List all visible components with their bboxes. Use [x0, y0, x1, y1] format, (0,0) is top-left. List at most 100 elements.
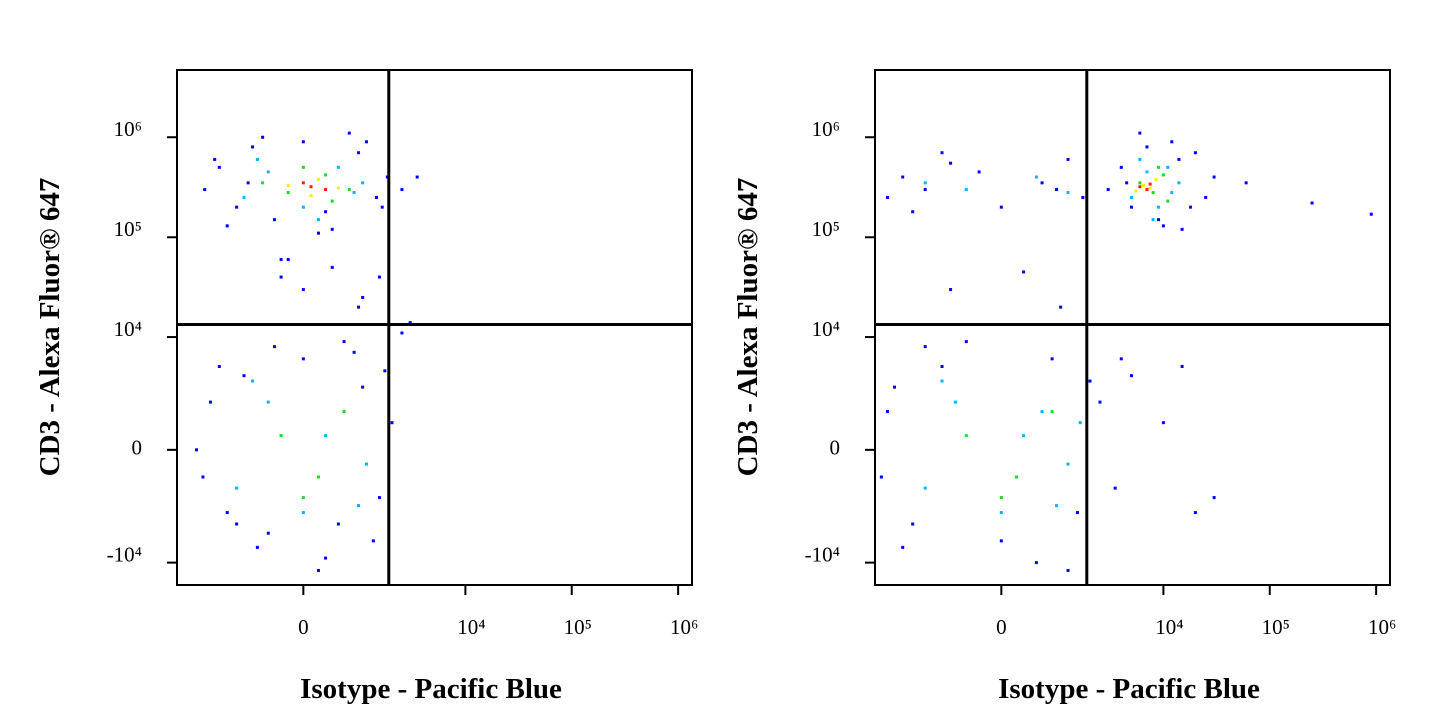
event-point — [383, 369, 387, 373]
event-point — [964, 434, 968, 438]
event-point — [1148, 186, 1152, 190]
event-point — [940, 379, 944, 383]
event-point — [1161, 173, 1165, 177]
event-point — [330, 199, 334, 203]
y-tick-label: 0 — [132, 436, 143, 460]
event-point — [1075, 511, 1079, 515]
event-point — [408, 321, 412, 325]
event-point — [301, 511, 305, 515]
event-point — [309, 185, 313, 189]
event-point — [1066, 157, 1070, 161]
x-axis-title: Isotype - Pacific Blue — [998, 673, 1260, 705]
event-point — [1066, 462, 1070, 466]
y-axis-title: CD3 - Alexa Fluor® 647 — [732, 178, 764, 477]
event-point — [1098, 400, 1102, 404]
event-point — [279, 275, 283, 279]
event-point — [272, 218, 276, 222]
event-point — [1189, 205, 1193, 209]
event-point — [999, 205, 1003, 209]
event-point — [342, 410, 346, 414]
event-point — [892, 385, 896, 389]
event-point — [415, 175, 419, 179]
event-point — [357, 305, 361, 309]
event-point — [1151, 218, 1155, 222]
event-point — [1204, 195, 1208, 199]
event-point — [261, 181, 265, 185]
event-point — [901, 175, 905, 179]
y-tick-label: 10⁵ — [114, 217, 142, 241]
event-point — [217, 364, 221, 368]
event-point — [1138, 157, 1142, 161]
event-point — [1129, 205, 1133, 209]
event-point — [286, 257, 290, 261]
event-point — [1369, 212, 1373, 216]
event-point — [194, 448, 198, 452]
panel: 0 10⁴ 10⁵ 10⁶ -10⁴ 0 10⁴ 10⁵ 10⁶ Isotype - Pacifi… — [34, 69, 698, 705]
event-point — [266, 400, 270, 404]
event-point — [242, 195, 246, 199]
event-point — [1142, 183, 1146, 187]
event-point — [316, 568, 320, 572]
event-point — [1078, 421, 1082, 425]
event-point — [266, 531, 270, 535]
event-point — [999, 496, 1003, 500]
event-point — [309, 194, 313, 198]
event-point — [347, 188, 351, 192]
event-point — [885, 195, 889, 199]
event-point — [1066, 191, 1070, 195]
x-tick-label: 10⁴ — [1155, 615, 1183, 639]
event-point — [949, 288, 953, 292]
event-point — [1059, 305, 1063, 309]
event-point — [1157, 218, 1161, 222]
event-point — [1193, 151, 1197, 155]
event-point — [377, 496, 381, 500]
event-point — [1034, 561, 1038, 565]
event-point — [316, 475, 320, 479]
event-point — [324, 434, 328, 438]
event-point — [1154, 177, 1158, 181]
event-point — [301, 165, 305, 169]
event-point — [301, 288, 305, 292]
event-point — [1145, 188, 1149, 192]
event-point — [999, 539, 1003, 543]
event-point — [1129, 195, 1133, 199]
event-point — [1212, 496, 1216, 500]
event-point — [316, 231, 320, 235]
event-point — [1157, 205, 1161, 209]
event-point — [316, 177, 320, 181]
event-point — [1170, 191, 1174, 195]
event-point — [286, 191, 290, 195]
event-point — [1148, 182, 1152, 186]
plot-frame — [176, 69, 693, 586]
panel: 0 10⁴ 10⁵ 10⁶ -10⁴ 0 10⁴ 10⁵ 10⁶ Isotype - Pacifi… — [732, 69, 1396, 705]
event-point — [336, 186, 340, 190]
event-point — [336, 522, 340, 526]
x-tick-label: 10⁶ — [1368, 615, 1396, 639]
event-point — [266, 170, 270, 174]
event-point — [352, 350, 356, 354]
event-point — [1022, 270, 1026, 274]
event-point — [364, 140, 368, 144]
event-point — [911, 210, 915, 214]
event-point — [1170, 140, 1174, 144]
event-point — [1161, 224, 1165, 228]
event-point — [235, 522, 239, 526]
event-point — [279, 434, 283, 438]
event-point — [1119, 357, 1123, 361]
event-point — [324, 173, 328, 177]
event-point — [911, 522, 915, 526]
event-point — [361, 295, 365, 299]
event-point — [964, 340, 968, 344]
event-point — [301, 181, 305, 185]
x-tick-label: 10⁴ — [457, 615, 485, 639]
event-point — [940, 364, 944, 368]
event-point — [1050, 357, 1054, 361]
event-point — [364, 462, 368, 466]
event-point — [255, 157, 259, 161]
event-point — [279, 257, 283, 261]
event-point — [999, 511, 1003, 515]
event-point — [1138, 131, 1142, 135]
event-point — [225, 224, 229, 228]
x-tick-label: 0 — [298, 615, 309, 639]
event-point — [1088, 379, 1092, 383]
